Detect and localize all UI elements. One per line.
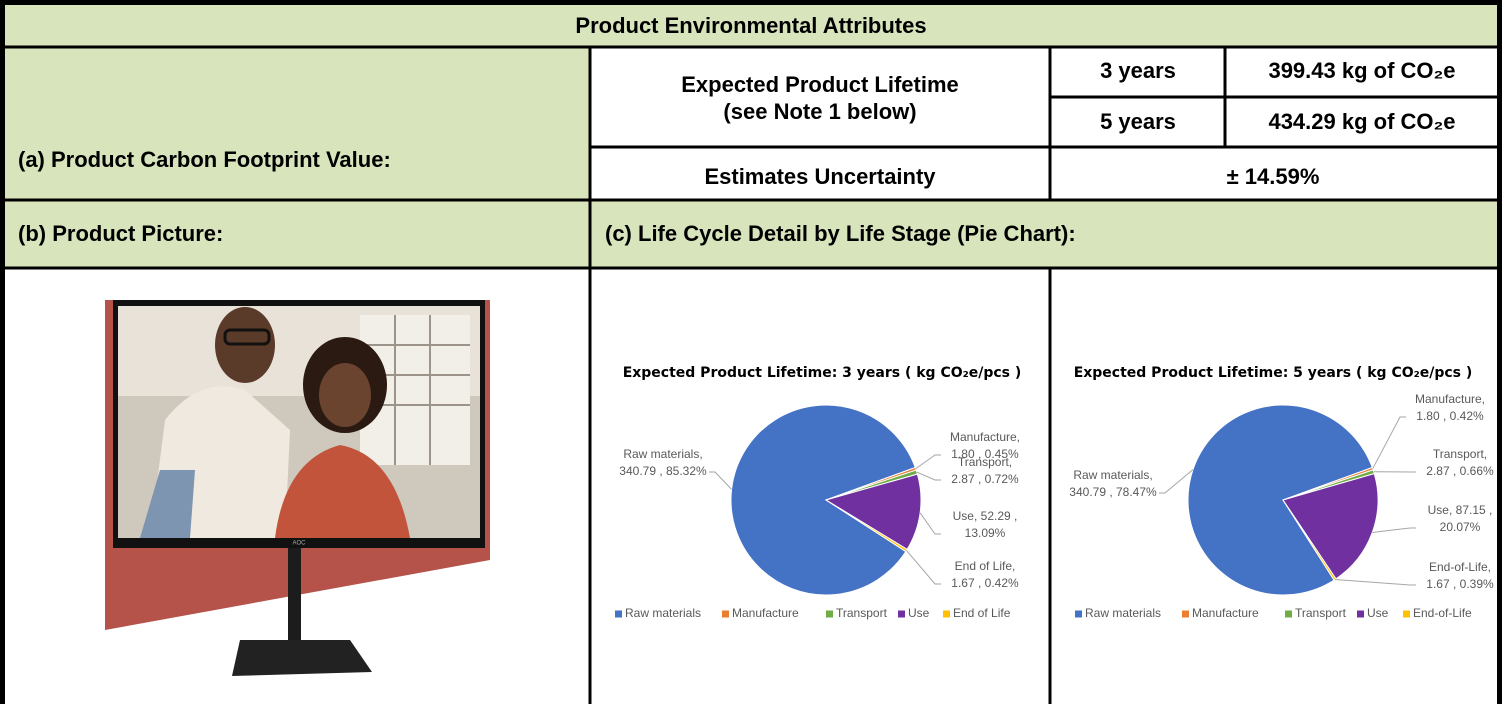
uncertainty-label: Estimates Uncertainty (704, 164, 936, 189)
data-label: Manufacture, (950, 430, 1020, 444)
leader-line (1335, 579, 1416, 585)
logo: AOC (292, 541, 306, 547)
data-label: 13.09% (965, 526, 1006, 540)
period: 3 years (1100, 58, 1176, 83)
data-label: Use, 87.15 , (1428, 503, 1493, 517)
legend-label: Raw materials (625, 606, 701, 620)
data-label: End of Life, (955, 559, 1016, 573)
data-label: 1.67 , 0.39% (1426, 577, 1494, 591)
legend-swatch (1357, 611, 1364, 618)
lifetime-label: (see Note 1 below) (723, 99, 916, 124)
data-label: 2.87 , 0.66% (1426, 464, 1494, 478)
legend-swatch (826, 611, 833, 618)
label-cell (0, 47, 590, 200)
data-label: Raw materials, (623, 447, 702, 461)
data-label: Transport, (958, 455, 1012, 469)
life-cycle-label: (c) Life Cycle Detail by Life Stage (Pie… (605, 221, 1076, 246)
footprint-value: 399.43 kg of CO₂e (1268, 58, 1455, 83)
legend-label: Transport (836, 606, 888, 620)
legend-swatch (943, 611, 950, 618)
footprint-value: 434.29 kg of CO₂e (1268, 109, 1455, 134)
data-label: 20.07% (1440, 520, 1481, 534)
leader-line (920, 513, 941, 534)
leader-line (906, 550, 941, 584)
lifetime-label: Expected Product Lifetime (681, 72, 959, 97)
leader-line (709, 472, 732, 489)
data-label: Transport, (1433, 447, 1487, 461)
legend-label: Manufacture (1192, 606, 1259, 620)
legend-label: End-of-Life (1413, 606, 1472, 620)
chart-title: Expected Product Lifetime: 5 years ( kg … (1074, 365, 1473, 381)
legend-swatch (1075, 611, 1082, 618)
legend-label: Transport (1295, 606, 1347, 620)
leader-line (1373, 417, 1406, 469)
legend-swatch (722, 611, 729, 618)
leader-line (917, 472, 941, 480)
legend-swatch (1403, 611, 1410, 618)
data-label: 1.67 , 0.42% (951, 576, 1019, 590)
leader-line (1372, 528, 1416, 532)
pie-charts: Expected Product Lifetime: 3 years ( kg … (615, 365, 1494, 620)
legend-swatch (898, 611, 905, 618)
chart-title: Expected Product Lifetime: 3 years ( kg … (623, 365, 1022, 381)
data-label: 340.79 , 85.32% (619, 464, 707, 478)
data-label: End-of-Life, (1429, 560, 1491, 574)
data-label: Manufacture, (1415, 392, 1485, 406)
legend-label: Manufacture (732, 606, 799, 620)
leader-line (916, 455, 941, 469)
data-label: 1.80 , 0.42% (1416, 409, 1484, 423)
legend-label: End of Life (953, 606, 1011, 620)
data-label: Use, 52.29 , (953, 509, 1018, 523)
page: AOC Product Environmental Attributes (a)… (0, 0, 1502, 704)
row-label: (a) Product Carbon Footprint Value: (18, 147, 391, 172)
legend-label: Use (908, 606, 930, 620)
legend-swatch (1182, 611, 1189, 618)
table-title: Product Environmental Attributes (575, 13, 926, 38)
data-label: 2.87 , 0.72% (951, 472, 1019, 486)
legend-label: Raw materials (1085, 606, 1161, 620)
legend-label: Use (1367, 606, 1389, 620)
product-picture: AOC (105, 300, 490, 676)
leader-line (1159, 469, 1193, 493)
legend-swatch (1285, 611, 1292, 618)
picture-label: (b) Product Picture: (18, 221, 223, 246)
data-label: 340.79 , 78.47% (1069, 485, 1157, 499)
period: 5 years (1100, 109, 1176, 134)
legend-swatch (615, 611, 622, 618)
uncertainty-value: ± 14.59% (1227, 164, 1320, 189)
data-label: Raw materials, (1073, 468, 1152, 482)
